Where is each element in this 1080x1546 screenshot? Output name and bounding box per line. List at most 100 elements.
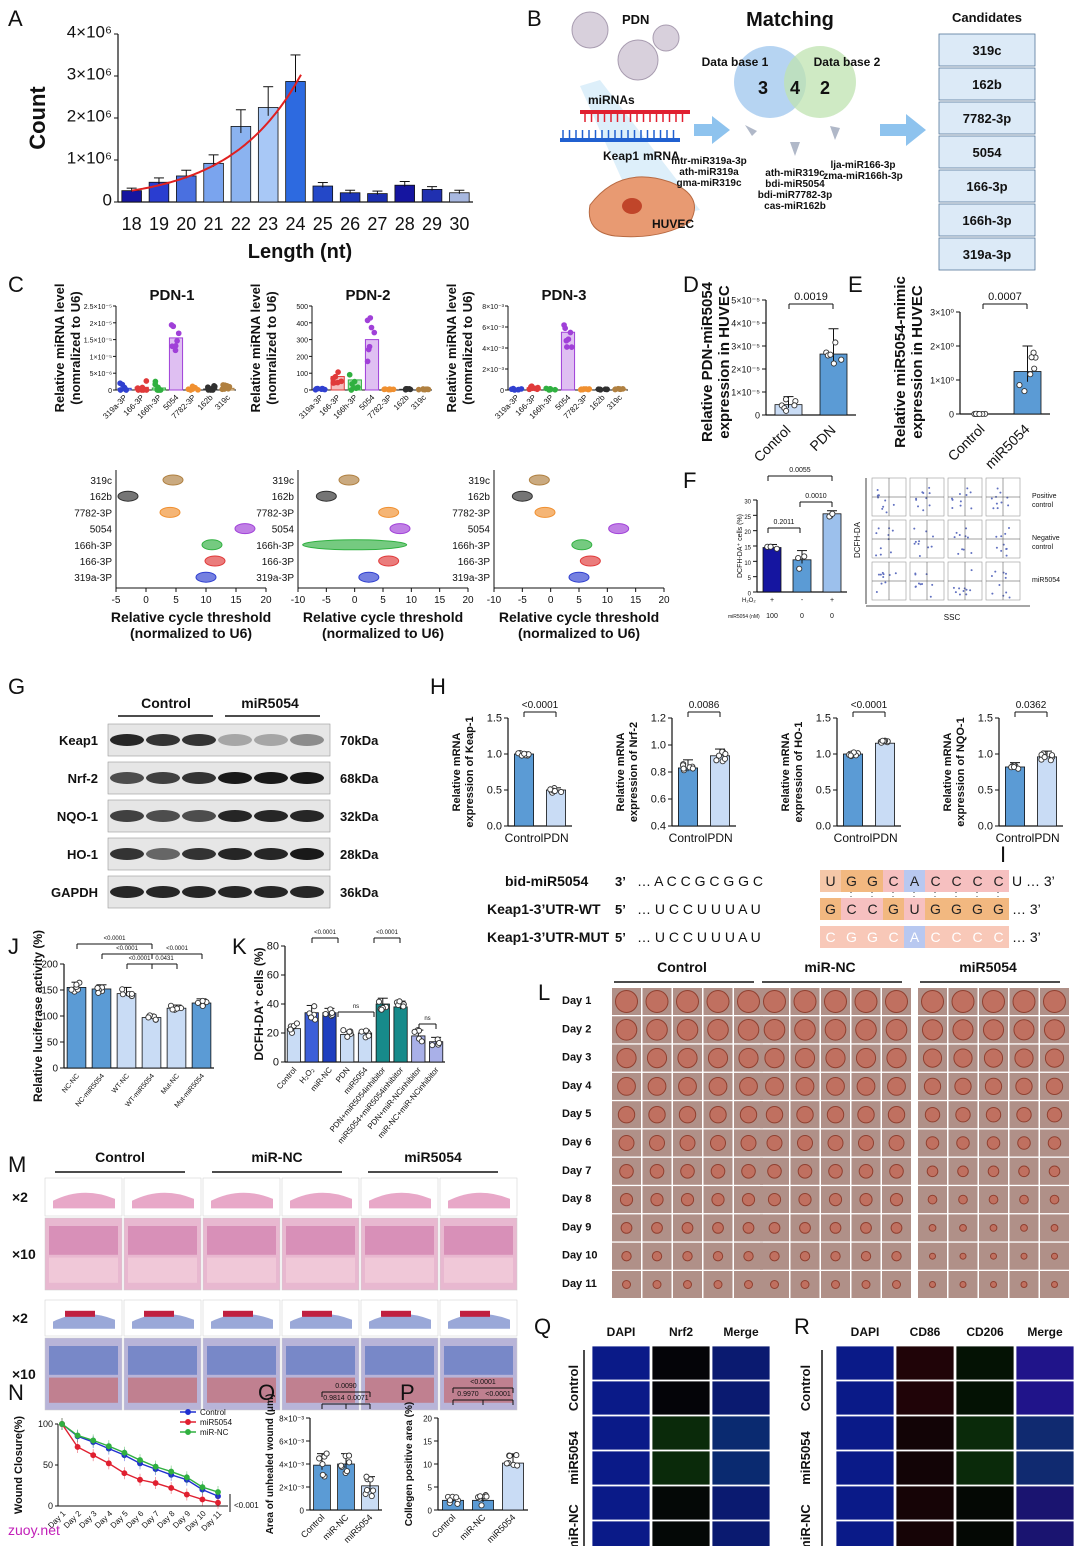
y-tick-label: 10 xyxy=(423,1461,432,1470)
tissue-layer xyxy=(365,1226,434,1255)
wound-area xyxy=(824,990,847,1013)
x-tick-label: miR5054 xyxy=(485,1512,518,1545)
flow-dot xyxy=(996,487,999,490)
base-letter: U xyxy=(909,901,919,917)
arrow-icon xyxy=(694,116,730,144)
y-axis-label: expression in HUVEC xyxy=(909,285,926,439)
y-tick-label: 6×10⁻³ xyxy=(279,1438,304,1447)
base-box xyxy=(820,898,841,920)
data-point xyxy=(175,330,182,337)
y-tick-label: 0.0 xyxy=(816,821,831,833)
wound-area xyxy=(763,1019,786,1041)
panel-label-B: B xyxy=(527,6,542,31)
base-letter: C xyxy=(993,929,1003,945)
fluorescence-image xyxy=(591,1415,651,1451)
data-point xyxy=(503,1460,510,1467)
venn-count: 4 xyxy=(790,78,800,98)
data-point xyxy=(1047,757,1054,764)
x-tick-label: PDN xyxy=(543,831,568,845)
x-tick-label: 10 xyxy=(200,595,212,606)
wound-area xyxy=(647,1077,667,1096)
p-value: <0.0001 xyxy=(851,700,888,711)
bar xyxy=(678,767,699,827)
wound-area xyxy=(825,1048,846,1069)
wound-area xyxy=(828,1164,843,1179)
wound-area xyxy=(1051,1252,1058,1260)
flow-dot xyxy=(914,572,917,575)
panel-label-D: D xyxy=(683,272,699,297)
wound-area xyxy=(885,1019,908,1041)
fluorescence-image xyxy=(651,1520,711,1546)
blot-band xyxy=(254,886,288,898)
wound-area xyxy=(983,1048,1004,1068)
x-tick-label: 23 xyxy=(258,214,278,234)
wound-area xyxy=(1050,1224,1059,1232)
y-tick-label: 319a-3P xyxy=(74,573,112,584)
p-value: 0.0010 xyxy=(805,493,827,500)
match-list-item: cas-miR162b xyxy=(764,201,826,212)
p-value: <0.0001 xyxy=(314,930,337,936)
tissue-stain xyxy=(144,1310,174,1317)
base-letter: G xyxy=(846,929,857,945)
wound-area xyxy=(957,1165,969,1178)
flow-dot xyxy=(1007,527,1010,530)
flow-dot xyxy=(882,576,885,579)
candidate-box xyxy=(938,135,1036,169)
wound-area xyxy=(855,1019,877,1041)
base-letter: G xyxy=(867,929,878,945)
flow-dot xyxy=(875,554,878,557)
y-tick-label: 2×10⁰ xyxy=(930,342,954,352)
base-letter: G xyxy=(888,901,899,917)
y-tick-label: 10 xyxy=(744,561,751,567)
wound-area xyxy=(1043,990,1066,1013)
y-tick-label: 0 xyxy=(500,388,504,395)
wound-area xyxy=(676,990,699,1013)
flow-dot xyxy=(991,592,994,595)
base-box xyxy=(925,870,946,892)
magnification-label: ×2 xyxy=(12,1189,28,1205)
wound-area xyxy=(619,1193,634,1207)
data-point xyxy=(343,1468,351,1475)
x-tick-label: PDN xyxy=(707,831,732,845)
data-point xyxy=(558,788,565,796)
flow-dot xyxy=(919,583,922,586)
row-label: miR-NC xyxy=(566,1504,581,1546)
data-point xyxy=(1021,388,1028,395)
data-point xyxy=(195,386,201,393)
base-box xyxy=(925,898,946,920)
flow-dot xyxy=(958,593,961,596)
flow-dot xyxy=(875,591,878,594)
tissue-section xyxy=(53,1192,115,1209)
y-tick-label: 100 xyxy=(38,1419,53,1429)
flow-dot xyxy=(994,570,997,573)
candidates-title: Candidates xyxy=(952,10,1022,25)
row-label: miR-NC xyxy=(798,1504,813,1546)
data-point xyxy=(346,371,353,378)
data-point xyxy=(128,990,135,997)
y-tick-label: 2×10⁻⁵ xyxy=(731,365,760,375)
x-tick-label: Control xyxy=(944,421,987,464)
candidate-box xyxy=(938,67,1036,101)
flow-dot xyxy=(958,533,961,536)
y-tick-label: 162b xyxy=(90,492,113,503)
pdn-vesicle-icon xyxy=(652,24,680,52)
data-point xyxy=(1041,754,1048,761)
candidate-label: 319a-3p xyxy=(963,247,1011,262)
violin-shape xyxy=(302,539,408,551)
violin-shape xyxy=(195,571,217,583)
y-tick-label: 2×10⁻⁵ xyxy=(90,321,112,328)
panel-label-N: N xyxy=(8,1380,24,1405)
flow-dot xyxy=(992,507,995,510)
panel-H4: 0.0 0.5 1.0 1.5 Control PDN Relative mRNA expre… xyxy=(942,700,1063,845)
y-tick-label: 8×10⁻³ xyxy=(482,304,504,311)
data-point xyxy=(365,346,372,353)
x-tick-label: NC-NC xyxy=(61,1073,81,1095)
tissue-section xyxy=(290,1192,352,1209)
wound-area xyxy=(826,1106,845,1124)
data-point xyxy=(199,1002,206,1009)
base-box xyxy=(988,926,1009,948)
wound-area xyxy=(621,1251,632,1262)
p-value: <0.0001 xyxy=(166,946,189,952)
data-point xyxy=(604,386,610,393)
